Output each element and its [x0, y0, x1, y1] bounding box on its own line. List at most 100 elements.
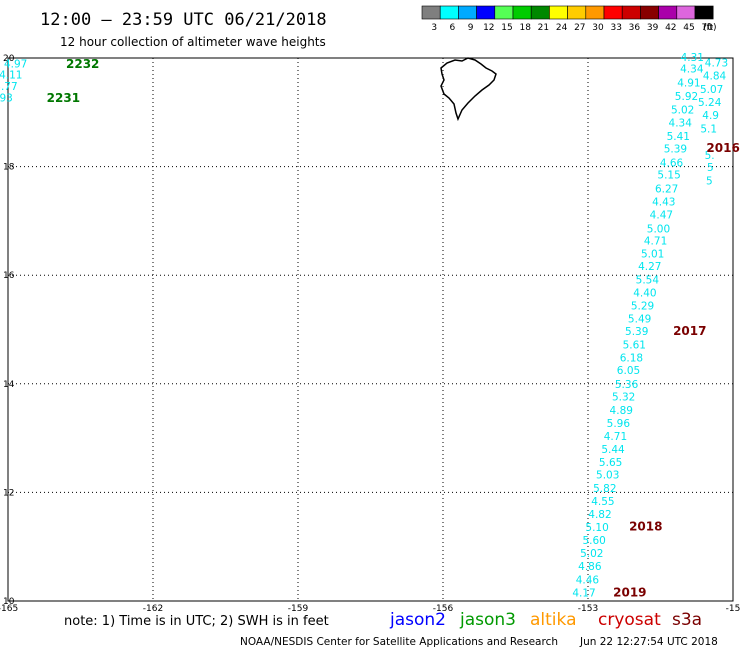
swh-value-label: 4.91 [677, 77, 700, 89]
swh-value-label: 4.47 [650, 209, 673, 221]
satellite-legend: jason2 jason3 altika cryosat s3a [389, 610, 702, 630]
swh-value-label: 6.05 [617, 365, 640, 377]
scale-swatch [658, 5, 678, 20]
swh-value-label: 5.07 [700, 84, 723, 96]
scale-label: 27 [574, 23, 585, 33]
time-label: 2016 [706, 141, 739, 155]
swh-value-label: 4.34 [680, 63, 704, 75]
scale-swatch [421, 5, 441, 20]
swh-value-label: 5.60 [582, 535, 605, 547]
y-tick-label: 14 [3, 380, 15, 390]
swh-value-label: 4.31 [681, 52, 704, 64]
chart-title: 12:00 – 23:59 UTC 06/21/2018 [40, 10, 327, 30]
swh-value-label: 5.82 [593, 483, 616, 495]
x-tick-label: -165 [0, 604, 18, 614]
x-tick-label: -159 [288, 604, 309, 614]
swh-value-label: 5.61 [623, 340, 646, 352]
credit-text: NOAA/NESDIS Center for Satellite Applica… [240, 636, 558, 648]
chart-subtitle: 12 hour collection of altimeter wave hei… [60, 35, 326, 49]
hawaii-island-outline [440, 57, 497, 122]
scale-label: 9 [468, 23, 474, 33]
scale-swatch [694, 5, 714, 20]
swh-value-label: 4.97 [4, 58, 27, 70]
time-label: 2232 [66, 57, 99, 71]
scale-label: 24 [556, 23, 568, 33]
scale-label: 3 [431, 23, 437, 33]
swh-value-label: 5.00 [647, 224, 670, 236]
grid-lines [8, 58, 733, 601]
scale-swatch [549, 5, 568, 20]
swh-value-label: 5.92 [675, 91, 698, 103]
scale-label: 15 [501, 23, 512, 33]
swh-value-label: 5.39 [625, 326, 648, 338]
swh-value-label: 4.46 [576, 574, 600, 586]
scale-label: 33 [610, 23, 621, 33]
y-tick-label: 20 [3, 54, 15, 64]
swh-value-label: 4.86 [578, 561, 602, 573]
x-tick-label: -162 [143, 604, 163, 614]
swh-value-label: 5.01 [641, 248, 664, 260]
scale-swatch [585, 5, 605, 20]
y-tick-label: 12 [3, 488, 14, 498]
legend-entry: jason2 [389, 610, 446, 630]
time-label: 2019 [613, 585, 646, 599]
swh-value-label: 5.10 [585, 522, 608, 534]
y-tick-label: 16 [3, 271, 15, 281]
scale-swatch [567, 5, 587, 20]
swh-value-label: 6.27 [655, 183, 678, 195]
scale-label: 70 [701, 23, 713, 33]
scale-swatch [476, 5, 496, 20]
axis-ticks: -165 -162 -159 -156 -153 -15 10 12 14 16 18 20 [0, 54, 740, 614]
scale-swatch [603, 5, 623, 20]
swh-value-label: 4.82 [588, 509, 611, 521]
scale-swatch [621, 5, 641, 20]
swh-value-label: 5.41 [667, 131, 690, 143]
legend-entry: s3a [672, 610, 702, 630]
swh-value-label: 4.73 [705, 57, 728, 69]
swh-value-label: 5.15 [657, 170, 680, 182]
legend-entry: altika [530, 610, 577, 630]
legend-entry: jason3 [459, 610, 516, 630]
scale-label: 18 [519, 23, 531, 33]
scale-swatch [640, 5, 659, 20]
legend-entry: cryosat [598, 610, 661, 630]
swh-value-label: 5.96 [607, 418, 631, 430]
scale-label: 30 [592, 23, 604, 33]
swh-value-label: 6.18 [620, 353, 643, 365]
swh-value-label: 4.43 [652, 196, 675, 208]
color-scale-bar: 3 6 9 12 15 18 21 24 27 30 33 36 39 42 45 70 [421, 5, 714, 33]
scale-label: 42 [665, 23, 676, 33]
swh-value-label: 5.29 [631, 301, 654, 313]
plot-frame [7, 57, 734, 602]
y-tick-label: 18 [3, 163, 15, 173]
swh-value-label: 5.49 [628, 314, 651, 326]
scale-label: 21 [538, 23, 549, 33]
swh-value-label: 3.93 [0, 93, 13, 105]
scale-swatch [512, 5, 532, 20]
scale-swatch [530, 5, 550, 20]
swh-value-label: 5 [706, 176, 713, 188]
time-label: 2231 [47, 91, 80, 105]
swh-value-label: 5.1 [700, 124, 717, 136]
swh-value-label: 4.71 [604, 431, 627, 443]
swh-value-label: 4.66 [660, 157, 684, 169]
swh-value-label: 5.36 [615, 379, 639, 391]
scale-swatch [458, 5, 477, 20]
swh-value-label: 4.55 [591, 496, 614, 508]
swh-value-label: 3.77 [0, 81, 18, 93]
scale-swatch [494, 5, 514, 20]
color-scale-unit: (ft) [703, 23, 717, 33]
swh-values: 4.974.113.773.934.314.344.915.925.024.34… [0, 52, 728, 599]
swh-value-label: 4.40 [633, 288, 656, 300]
swh-value-label: 5.03 [596, 469, 619, 481]
swh-value-label: 4.71 [644, 235, 667, 247]
note-text: note: 1) Time is in UTC; 2) SWH is in fe… [64, 614, 329, 629]
scale-swatch [439, 5, 459, 20]
swh-value-label: 4.27 [638, 261, 661, 273]
swh-value-label: 5.32 [612, 391, 635, 403]
swh-value-label: 4.84 [703, 70, 727, 82]
swh-value-label: 4.9 [702, 110, 719, 122]
scale-label: 6 [450, 23, 456, 33]
y-tick-label: 10 [3, 597, 15, 607]
